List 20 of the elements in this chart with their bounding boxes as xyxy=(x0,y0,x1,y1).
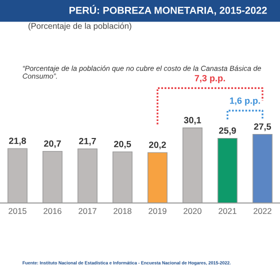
data-label: 21,8 xyxy=(9,138,26,146)
x-tick-label: 2016 xyxy=(44,208,62,214)
x-tick-label: 2019 xyxy=(148,208,166,214)
x-tick-label: 2022 xyxy=(254,208,272,214)
x-tick-label: 2020 xyxy=(184,208,202,214)
chart-title: PERÚ: POBREZA MONETARIA, 2015-2022 xyxy=(69,4,267,16)
text: 1,6 p.p. xyxy=(230,97,260,106)
data-label: 27,5 xyxy=(254,123,272,132)
data-label: 20,5 xyxy=(114,140,132,149)
x-tick-label: 2015 xyxy=(8,208,26,214)
text: 7,3 p.p. xyxy=(194,74,225,84)
x-tick-label: 2018 xyxy=(114,208,132,214)
data-label: 21,7 xyxy=(79,138,96,146)
x-tick-label: 2021 xyxy=(218,208,236,214)
chart-subtitle: (Porcentaje de la población) xyxy=(28,22,132,31)
x-tick-label: 2017 xyxy=(78,208,96,214)
data-label: 25,9 xyxy=(219,127,236,136)
data-label: 20,7 xyxy=(44,140,61,148)
data-label: 20,2 xyxy=(149,142,166,150)
data-label: 30,1 xyxy=(184,116,202,125)
